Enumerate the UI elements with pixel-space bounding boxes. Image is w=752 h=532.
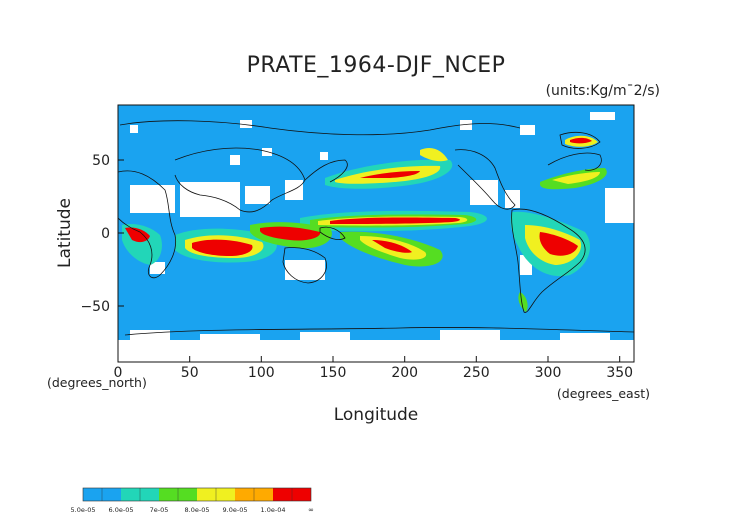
y-tick-label: 0 [101, 226, 110, 242]
precip-itcz-pacific [300, 210, 487, 232]
x-tick-label: 0 [114, 365, 123, 381]
map-title: PRATE_1964-DJF_NCEP [247, 53, 506, 78]
x-axis-units: (degrees_east) [557, 386, 650, 401]
precip-spcz [340, 231, 443, 267]
x-tick-label: 350 [606, 365, 633, 381]
colorbar-label: 8.0e-05 [185, 506, 210, 514]
y-axis-label: Latitude [55, 198, 75, 268]
x-axis-label: Longitude [334, 405, 419, 425]
precip-north-pacific [325, 148, 453, 189]
colorbar-label: 5.0e-05 [71, 506, 96, 514]
colorbar-label: 7e-05 [150, 506, 169, 514]
coastlines [118, 120, 634, 336]
precip-south-america [510, 211, 590, 312]
x-tick-label: 150 [320, 365, 347, 381]
y-axis: 50 0 −50 Latitude (degrees_north) [47, 153, 147, 390]
colorbar: 5.0e-05 6.0e-05 7e-05 8.0e-05 9.0e-05 1.… [71, 487, 314, 514]
colorbar-label: 9.0e-05 [223, 506, 248, 514]
y-axis-units: (degrees_north) [47, 375, 147, 390]
colorbar-label: ∞ [308, 506, 314, 514]
x-axis: 0 50 100 150 200 250 300 350 (degrees_ea… [114, 356, 650, 425]
precip-maritime-continent [250, 222, 332, 249]
x-tick-label: 250 [463, 365, 490, 381]
x-tick-label: 300 [535, 365, 562, 381]
precip-indian-ocean [175, 228, 277, 263]
units-label: (units:Kg/m¯2/s) [546, 83, 660, 99]
colorbar-label: 1.0e-04 [261, 506, 286, 514]
colorbar-label: 6.0e-05 [109, 506, 134, 514]
missing-data-patches [118, 112, 634, 362]
map-plot [118, 105, 634, 362]
x-tick-label: 100 [248, 365, 275, 381]
y-tick-label: −50 [80, 299, 110, 315]
x-tick-label: 50 [181, 365, 199, 381]
y-tick-label: 50 [92, 153, 110, 169]
precip-north-atlantic [540, 135, 607, 190]
x-tick-label: 200 [391, 365, 418, 381]
